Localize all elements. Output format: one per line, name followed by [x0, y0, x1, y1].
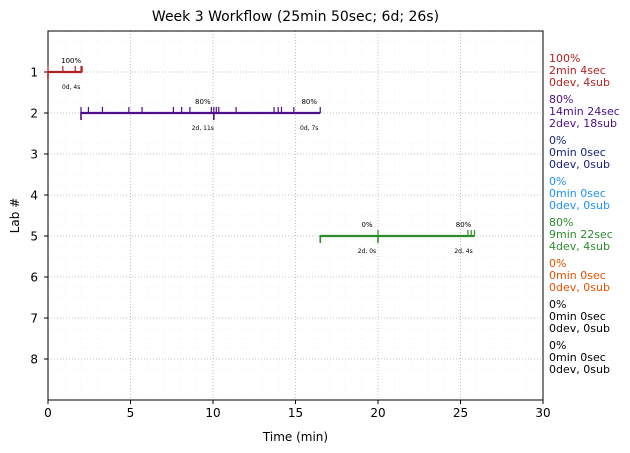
grid	[47, 31, 544, 400]
lab-summary-line: 4dev, 4sub	[549, 240, 610, 253]
lab-summary-line: 0dev, 0sub	[549, 158, 610, 171]
y-tick-label: 1	[30, 66, 38, 80]
segment-pct-label: 80%	[301, 98, 317, 106]
y-tick-label: 2	[30, 107, 38, 121]
lab-summary-line: 0min 0sec	[549, 310, 606, 323]
lab-summary-line: 100%	[549, 52, 580, 65]
lab-summary-line: 0dev, 0sub	[549, 199, 610, 212]
lab-summary-line: 0dev, 0sub	[549, 322, 610, 335]
y-axis-label: Lab #	[8, 198, 22, 234]
segment-pct-label: 0%	[361, 221, 372, 229]
lab-summary-line: 0%	[549, 339, 566, 352]
y-tick-label: 4	[30, 189, 38, 203]
lab-summary-line: 80%	[549, 216, 573, 229]
chart-title: Week 3 Workflow (25min 50sec; 6d; 26s)	[152, 9, 439, 25]
lab-summary-line: 0dev, 4sub	[549, 76, 610, 89]
timeline-marks: 100% 0d, 4s 80% 2d, 11s 80% 0d, 7s 0% 2d, 0s 80%…	[47, 57, 476, 255]
x-tick-label: 20	[370, 406, 385, 420]
segment-dev-label: 0d, 7s	[300, 125, 318, 132]
x-tick-label: 15	[288, 406, 303, 420]
lab-summary-line: 0min 0sec	[549, 146, 606, 159]
x-tick-label: 25	[453, 406, 468, 420]
lab-summary-line: 0dev, 0sub	[549, 281, 610, 294]
y-tick-label: 3	[30, 148, 38, 162]
segment-pct-label: 100%	[61, 57, 81, 65]
x-tick-label: 5	[127, 406, 135, 420]
axis-ticks: 0 5 10 15 20 25 30 1 2 3 4 5 6 7 8	[30, 66, 550, 421]
lab-summary-line: 14min 24sec	[549, 105, 620, 118]
segment-dev-label: 2d, 0s	[358, 248, 376, 255]
segment-dev-label: 0d, 4s	[62, 84, 80, 91]
lab-summary-line: 80%	[549, 93, 573, 106]
x-tick-label: 0	[44, 406, 52, 420]
lab-summary-line: 0%	[549, 175, 566, 188]
x-tick-label: 10	[205, 406, 220, 420]
segment-pct-label: 80%	[456, 221, 472, 229]
x-tick-label: 30	[535, 406, 550, 420]
lab-summary-line: 0%	[549, 257, 566, 270]
y-tick-label: 8	[30, 353, 38, 367]
lab-summary-line: 2dev, 18sub	[549, 117, 617, 130]
y-tick-label: 7	[30, 312, 38, 326]
lab-summary-line: 0%	[549, 134, 566, 147]
segment-dev-label: 2d, 4s	[454, 248, 472, 255]
y-tick-label: 5	[30, 230, 38, 244]
lab-summary-line: 0min 0sec	[549, 187, 606, 200]
y-tick-label: 6	[30, 271, 38, 285]
segment-dev-label: 2d, 11s	[192, 125, 214, 132]
lab-summary-line: 0dev, 0sub	[549, 363, 610, 376]
x-axis-label: Time (min)	[262, 430, 328, 444]
segment-pct-label: 80%	[195, 98, 211, 106]
lab-summary-line: 0%	[549, 298, 566, 311]
lab-summary-line: 0min 0sec	[549, 269, 606, 282]
lab-summary-line: 2min 4sec	[549, 64, 606, 77]
lab-summary-line: 9min 22sec	[549, 228, 613, 241]
lab-summary-line: 0min 0sec	[549, 351, 606, 364]
